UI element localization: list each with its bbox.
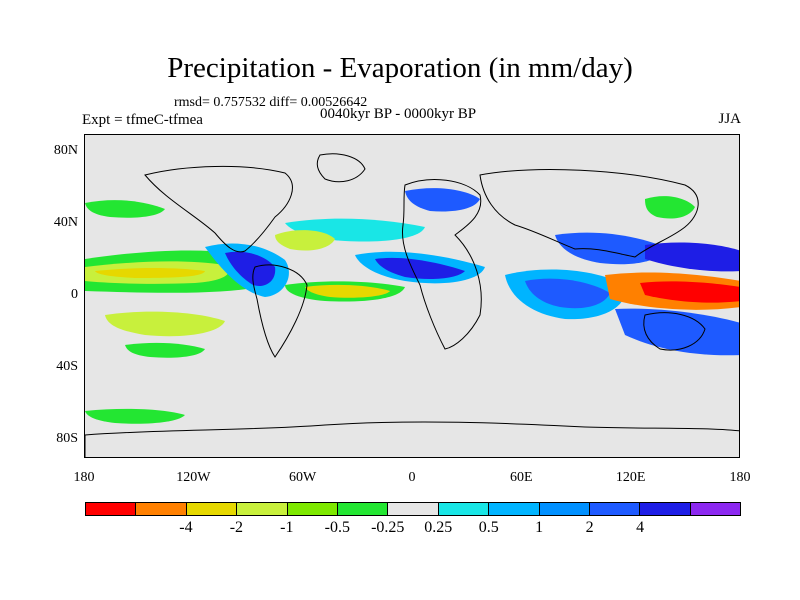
field-positive-south-pacific bbox=[105, 311, 225, 337]
colorbar-segment bbox=[237, 503, 288, 515]
colorbar-label: 4 bbox=[636, 519, 645, 536]
period-label: 0040kyr BP - 0000kyr BP bbox=[320, 106, 477, 122]
y-tick-label: 0 bbox=[71, 287, 78, 302]
colorbar-label: -0.25 bbox=[371, 519, 405, 536]
field-negative-indian-ocean-core bbox=[525, 278, 610, 309]
stats-text: rmsd= 0.757532 diff= 0.00526642 bbox=[174, 95, 368, 110]
y-tick-label: 80S bbox=[56, 431, 78, 446]
x-tick-label: 0 bbox=[408, 470, 416, 485]
antarctica-outline bbox=[85, 421, 739, 457]
asia-outline bbox=[479, 169, 699, 258]
colorbar-segment bbox=[640, 503, 691, 515]
x-tick-label: 180 bbox=[729, 470, 751, 485]
field-positive-east-asia bbox=[645, 196, 695, 219]
field-negative-central-america-core bbox=[225, 251, 276, 287]
y-tick-label: 40N bbox=[53, 215, 78, 230]
x-tick-label: 180 bbox=[73, 470, 95, 485]
field-negative-europe bbox=[405, 188, 480, 212]
colorbar-label: -4 bbox=[179, 519, 193, 536]
field-positive-southern-band bbox=[85, 408, 185, 424]
anomaly-fields bbox=[85, 188, 739, 424]
europe-africa-outline bbox=[401, 179, 482, 350]
x-tick-label: 60E bbox=[510, 470, 533, 485]
season-label: JJA bbox=[718, 111, 741, 127]
north-america-outline bbox=[144, 165, 293, 253]
australia-outline bbox=[643, 312, 706, 351]
colorbar-label: 0.5 bbox=[478, 519, 499, 536]
field-positive-southern-ocean bbox=[125, 342, 205, 358]
colorbar-segment bbox=[337, 503, 389, 515]
x-tick-label: 60W bbox=[289, 470, 317, 485]
colorbar-segment bbox=[388, 503, 439, 515]
experiment-label: Expt = tfmeC-tfmea bbox=[82, 112, 203, 128]
field-positive-tropical-atlantic-core bbox=[305, 284, 390, 298]
colorbar-label: 2 bbox=[585, 519, 594, 536]
colorbar-segment bbox=[186, 503, 238, 515]
field-negative-south-pacific bbox=[615, 308, 739, 356]
map-svg bbox=[85, 153, 739, 457]
colorbar-label: -1 bbox=[280, 519, 294, 536]
colorbar-label: -0.5 bbox=[324, 519, 350, 536]
field-positive-maritime-continent-core bbox=[640, 281, 739, 303]
colorbar-segment bbox=[690, 503, 741, 515]
map-plot-area bbox=[84, 134, 740, 458]
south-america-outline bbox=[252, 264, 308, 358]
colorbar-label: 1 bbox=[535, 519, 544, 536]
field-negative-africa-core bbox=[375, 257, 465, 279]
field-positive-north-pacific bbox=[85, 200, 165, 218]
y-tick-label: 40S bbox=[56, 359, 78, 374]
coastlines bbox=[85, 153, 739, 457]
x-tick-label: 120E bbox=[615, 470, 646, 485]
greenland-outline bbox=[316, 153, 366, 183]
colorbar-segment bbox=[539, 503, 590, 515]
x-tick-label: 120W bbox=[176, 470, 211, 485]
colorbar-segment bbox=[136, 503, 187, 515]
field-positive-east-pacific-max bbox=[95, 268, 205, 278]
chart-title: Precipitation - Evaporation (in mm/day) bbox=[167, 52, 633, 84]
colorbar-segment bbox=[589, 503, 641, 515]
field-negative-northwest-pacific bbox=[645, 242, 739, 272]
field-negative-south-asia bbox=[555, 232, 665, 265]
y-tick-label: 80N bbox=[53, 143, 78, 158]
colorbar-segment bbox=[86, 503, 137, 515]
colorbar-segment bbox=[438, 503, 490, 515]
colorbar-label: -2 bbox=[229, 519, 244, 536]
colorbar-segment bbox=[287, 503, 338, 515]
colorbar-segment bbox=[489, 503, 540, 515]
colorbar bbox=[85, 502, 741, 516]
colorbar-label: 0.25 bbox=[424, 519, 453, 536]
field-positive-west-atlantic bbox=[275, 230, 335, 251]
